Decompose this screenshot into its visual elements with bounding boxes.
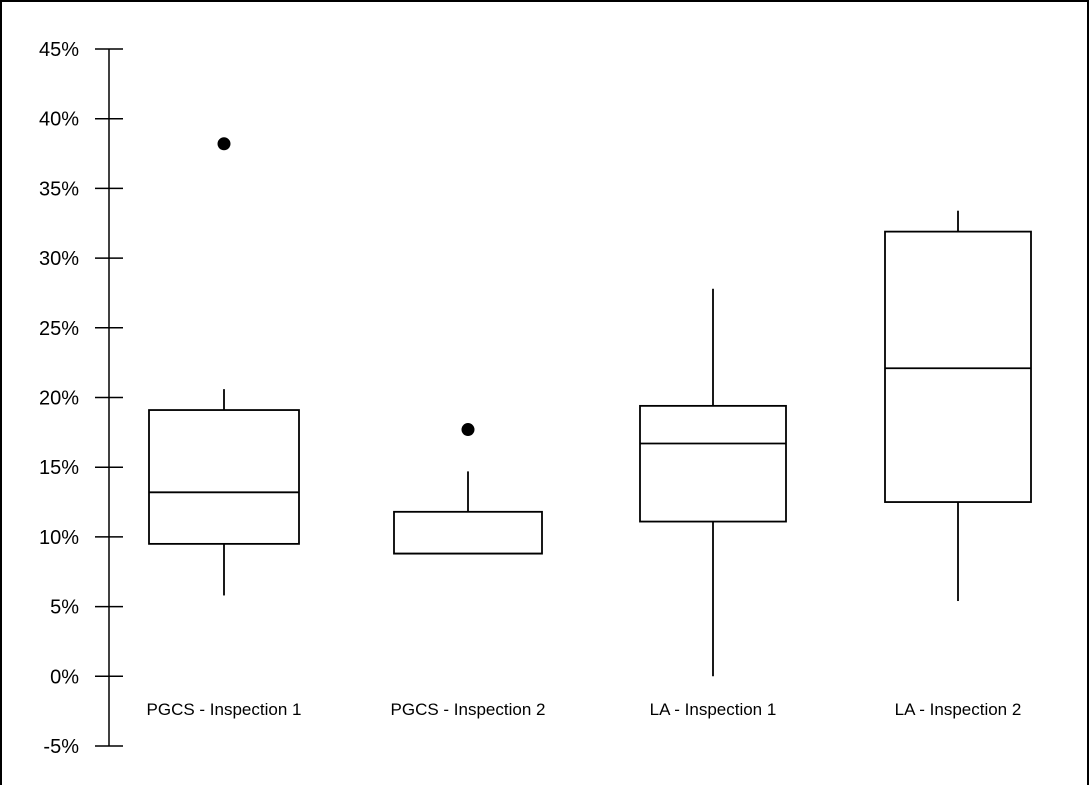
y-axis: -5% 0% 5% 10% 15% 20% 25% 30% 35% 40% 45% bbox=[39, 39, 123, 758]
iqr-box bbox=[639, 404, 787, 523]
y-tick-label: 45% bbox=[39, 39, 79, 61]
iqr-box bbox=[884, 230, 1032, 503]
category-label: LA - Inspection 2 bbox=[895, 700, 1022, 719]
y-tick-label: 10% bbox=[39, 527, 79, 549]
outlier-point bbox=[461, 423, 475, 437]
category-label: PGCS - Inspection 2 bbox=[391, 700, 546, 719]
category-labels: PGCS - Inspection 1 PGCS - Inspection 2 LA… bbox=[147, 700, 1022, 719]
y-tick-label: 40% bbox=[39, 109, 79, 131]
category-label: LA - Inspection 1 bbox=[650, 700, 777, 719]
y-tick-label: 30% bbox=[39, 248, 79, 270]
y-tick-label: 15% bbox=[39, 457, 79, 479]
iqr-box bbox=[393, 510, 543, 555]
outlier-point bbox=[217, 137, 231, 151]
boxes bbox=[148, 137, 1032, 677]
y-tick-label: -5% bbox=[43, 736, 79, 758]
y-tick-label: 0% bbox=[50, 666, 79, 688]
y-tick-label: 25% bbox=[39, 318, 79, 340]
y-tick-label: 5% bbox=[50, 597, 79, 619]
y-tick-label: 35% bbox=[39, 178, 79, 200]
category-label: PGCS - Inspection 1 bbox=[147, 700, 302, 719]
iqr-box bbox=[148, 409, 300, 545]
y-tick-label: 20% bbox=[39, 388, 79, 410]
